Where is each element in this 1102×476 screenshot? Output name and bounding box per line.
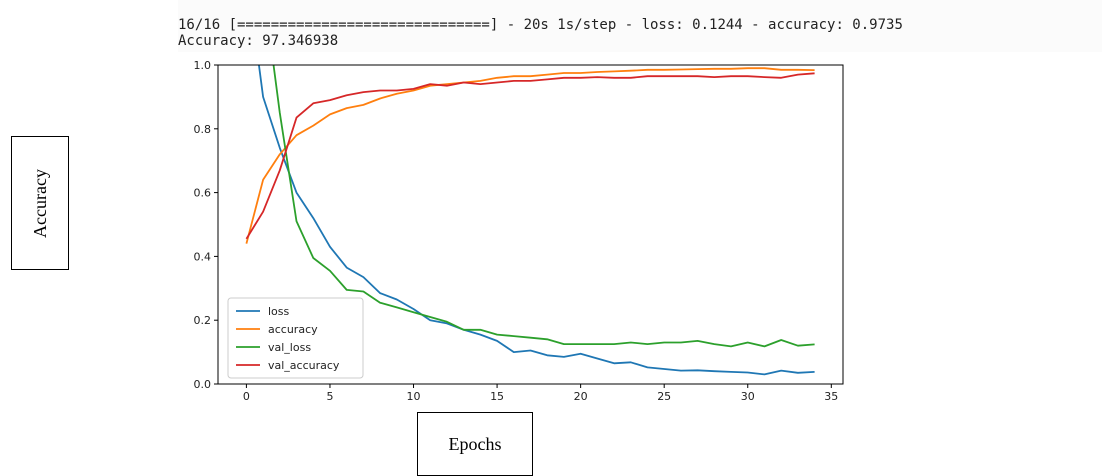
x-tick-label: 15 [490, 390, 504, 403]
y-tick-label: 0.8 [194, 123, 212, 136]
y-tick-label: 0.6 [194, 187, 212, 200]
console-output: 16/16 [==============================] -… [178, 0, 1102, 52]
x-axis-label: Epochs [448, 433, 502, 454]
x-tick-label: 25 [657, 390, 671, 403]
y-axis-label-box: Accuracy [11, 136, 69, 270]
y-tick-label: 1.0 [194, 59, 212, 72]
series-line-accuracy [245, 67, 815, 244]
x-axis-label-box: Epochs [417, 412, 533, 476]
y-tick-label: 0.4 [194, 250, 212, 263]
y-tick-label: 0.2 [194, 314, 212, 327]
y-axis-label: Accuracy [29, 168, 50, 238]
x-tick-label: 20 [574, 390, 588, 403]
accuracy-result-line: Accuracy: 97.346938 [178, 33, 339, 49]
x-tick-label: 35 [824, 390, 838, 403]
series-line-val_accuracy [245, 72, 815, 240]
training-progress-line: 16/16 [==============================] -… [178, 17, 903, 33]
x-tick-label: 30 [741, 390, 755, 403]
y-tick-label: 0.0 [194, 378, 212, 391]
series-group [245, 65, 815, 376]
legend-label-val_loss: val_loss [268, 341, 311, 354]
x-tick-label: 0 [243, 390, 250, 403]
legend-label-loss: loss [268, 305, 290, 318]
legend-box [227, 297, 364, 379]
x-tick-label: 10 [407, 390, 421, 403]
legend-label-accuracy: accuracy [268, 323, 318, 336]
series-line-val_loss [272, 65, 815, 348]
legend-label-val_accuracy: val_accuracy [268, 359, 340, 372]
series-line-loss [258, 65, 815, 376]
plot-frame [217, 64, 844, 385]
x-tick-label: 5 [326, 390, 333, 403]
